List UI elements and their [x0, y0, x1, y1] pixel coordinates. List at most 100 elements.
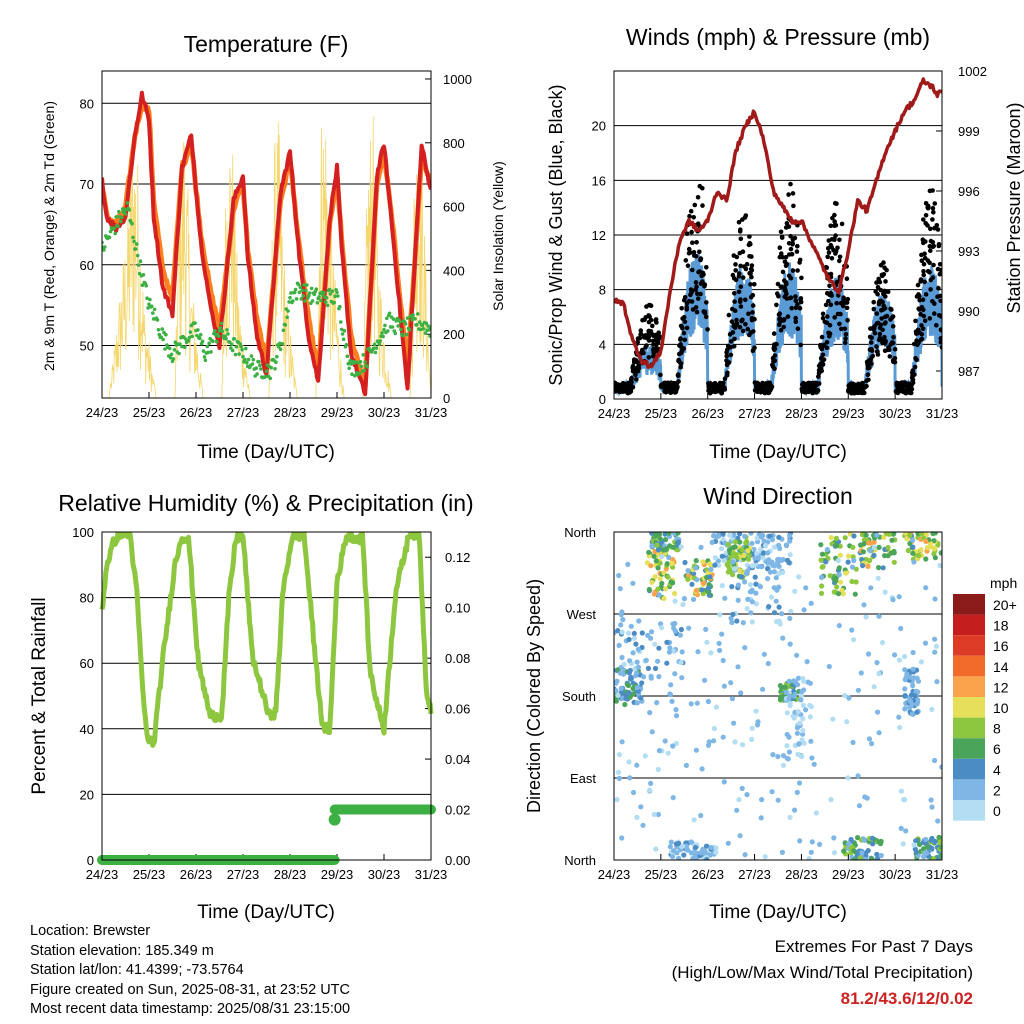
gust-point	[927, 188, 933, 194]
gust-point	[781, 318, 786, 323]
colorbar-label: 16	[993, 638, 1009, 654]
direction-point	[667, 691, 673, 697]
direction-point	[636, 618, 642, 624]
gust-point	[799, 386, 805, 392]
direction-point	[845, 775, 851, 781]
direction-point	[818, 590, 825, 597]
gust-point	[882, 321, 888, 326]
gust-point	[684, 307, 689, 312]
gust-point	[869, 346, 874, 352]
direction-point	[641, 674, 647, 680]
direction-point	[648, 635, 654, 641]
x-tick-label: 27/23	[227, 867, 260, 882]
direction-point	[795, 751, 801, 757]
dewpoint-point	[403, 322, 408, 326]
gust-point	[875, 284, 881, 290]
gust-point	[871, 299, 876, 305]
dewpoint-point	[417, 320, 422, 324]
direction-point	[699, 766, 705, 772]
gust-point	[632, 367, 637, 372]
dewpoint-point	[148, 297, 152, 302]
gust-point	[928, 248, 933, 253]
direction-point	[735, 582, 742, 588]
direction-point	[801, 607, 807, 613]
dewpoint-point	[339, 320, 343, 324]
gust-point	[890, 314, 896, 319]
gust-point	[663, 381, 669, 386]
direction-point	[618, 685, 624, 692]
x-tick-label: 25/23	[645, 867, 678, 882]
gust-point	[676, 379, 681, 384]
x-tick-label: 25/23	[133, 867, 166, 882]
direction-point	[937, 562, 942, 569]
dewpoint-point	[357, 371, 362, 376]
dewpoint-point	[257, 360, 261, 364]
direction-point	[671, 625, 677, 631]
direction-point	[737, 532, 743, 537]
gust-point	[930, 299, 935, 304]
x-tick-label: 31/23	[926, 406, 959, 421]
direction-point	[916, 553, 922, 559]
direction-point	[769, 537, 776, 543]
gust-point	[798, 296, 803, 302]
gust-point	[749, 274, 754, 280]
direction-point	[617, 586, 623, 592]
gust-point	[797, 257, 803, 263]
direction-point	[882, 589, 888, 595]
direction-point	[649, 729, 655, 735]
direction-point	[699, 587, 705, 593]
gust-point	[717, 387, 723, 393]
direction-point	[808, 849, 814, 855]
direction-point	[730, 559, 736, 565]
gust-point	[844, 276, 850, 282]
gust-point	[931, 210, 936, 215]
direction-point	[729, 619, 735, 626]
direction-point	[911, 842, 917, 848]
gust-point	[739, 318, 744, 324]
direction-point	[675, 532, 681, 536]
gust-point	[936, 242, 942, 247]
direction-point	[828, 797, 834, 803]
dewpoint-point	[218, 326, 223, 330]
gust-point	[935, 227, 941, 232]
direction-point	[811, 761, 817, 767]
dewpoint-point	[119, 219, 123, 224]
gust-point	[680, 316, 685, 321]
direction-point	[890, 597, 896, 603]
direction-point	[653, 846, 659, 852]
direction-point	[791, 715, 797, 721]
gust-point	[795, 243, 800, 249]
x-tick-label: 26/23	[691, 406, 724, 421]
dewpoint-point	[237, 352, 241, 356]
direction-point	[705, 585, 712, 591]
direction-point	[765, 576, 771, 582]
gust-point	[820, 343, 826, 349]
gust-point	[842, 340, 848, 346]
direction-point	[708, 650, 714, 656]
direction-point	[920, 846, 927, 852]
gust-point	[808, 380, 814, 386]
direction-point	[713, 849, 719, 856]
direction-point	[910, 550, 916, 556]
direction-point	[631, 635, 637, 642]
dewpoint-point	[383, 323, 387, 328]
dewpoint-point	[381, 334, 385, 339]
dewpoint-point	[292, 290, 297, 295]
gust-point	[939, 336, 942, 341]
dewpoint-point	[293, 287, 298, 292]
gust-point	[925, 258, 931, 263]
direction-point	[734, 807, 740, 813]
direction-point	[694, 700, 700, 706]
y2-tick-label: 800	[443, 136, 465, 151]
direction-tick-label: North	[564, 853, 596, 868]
direction-point	[649, 629, 655, 635]
y-tick-label: 20	[80, 787, 94, 802]
gust-point	[922, 318, 928, 324]
direction-point	[898, 625, 904, 632]
x-tick-label: 24/23	[598, 406, 631, 421]
direction-point	[939, 764, 942, 770]
winds-plot-frame	[613, 70, 943, 400]
dewpoint-point	[283, 323, 288, 327]
direction-point	[735, 664, 741, 670]
direction-point	[709, 539, 715, 546]
